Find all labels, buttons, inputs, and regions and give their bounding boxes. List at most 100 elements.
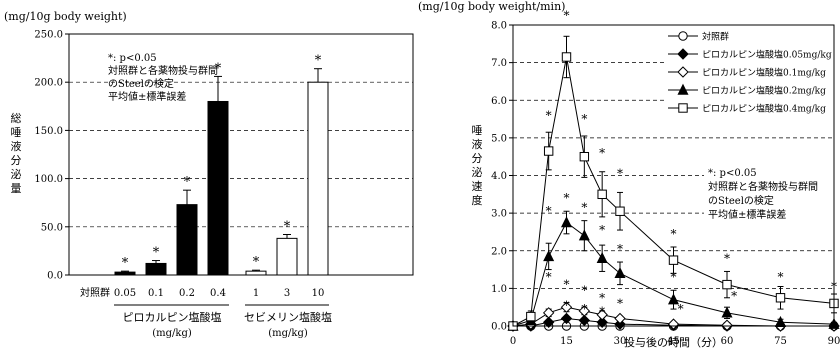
bar-0.1	[145, 262, 167, 276]
significance-marker: *	[617, 167, 623, 181]
right-x-tick-label: 75	[774, 336, 787, 347]
data-point-4	[579, 151, 590, 162]
left-y-tick-label: 150.0	[34, 126, 63, 137]
right-y-label-char: 度	[472, 193, 483, 207]
left-y-tick-label: 250.0	[34, 30, 63, 41]
right-x-tick-label: 60	[721, 336, 734, 347]
right-y-tick-label: 7.0	[491, 58, 507, 69]
data-point-4	[597, 189, 607, 200]
right-y-tick-label: 6.0	[491, 96, 507, 107]
legend-label: 対照群	[702, 31, 729, 43]
significance-marker: *	[599, 291, 605, 305]
significance-marker: *	[617, 296, 623, 310]
data-point-4	[543, 146, 554, 156]
right-y-tick-label: 0.0	[491, 322, 507, 333]
note-background	[704, 166, 832, 228]
right-y-ticks: 0.0 1.0 2.0 3.0 4.0 5.0 6.0 7.0 8.0	[491, 21, 513, 333]
significance-marker: *	[581, 200, 587, 214]
left-y-ticks: 0.0 50.0 100.0 150.0 200.0 250.0	[34, 30, 69, 282]
left-bars: * * * * * * *	[114, 54, 329, 276]
significance-marker: *	[215, 61, 222, 76]
left-y-label-char: 泌	[11, 168, 22, 181]
x-tick-label-6: 3	[284, 288, 290, 299]
x-tick-label-7: 10	[312, 288, 325, 299]
group-unit-cevimeline: (mg/kg)	[268, 328, 308, 339]
right-x-tick-label: 30	[614, 336, 627, 347]
significance-marker: *	[546, 270, 552, 284]
legend-label: ピロカルピン塩酸塩0.1mg/kg	[702, 67, 826, 79]
significance-marker: *	[671, 227, 677, 241]
right-x-tick-label: 45	[667, 336, 680, 347]
data-point-3	[667, 293, 680, 305]
legend-label: ピロカルピン塩酸塩0.05mg/kg	[702, 49, 832, 61]
legend-background	[664, 27, 832, 127]
significance-marker: *	[315, 54, 322, 69]
data-point-4	[526, 311, 536, 322]
data-point-2	[560, 301, 573, 313]
left-y-label-char: 総	[11, 111, 22, 125]
significance-marker: *	[724, 251, 730, 265]
right-note-line: のSteelの検定	[708, 194, 774, 207]
group-label-pilocarpine: ピロカルピン塩酸塩	[123, 310, 222, 324]
data-point-4	[615, 206, 625, 216]
significance-marker: *	[284, 220, 291, 235]
group-label-cevimeline: セビメリン塩酸塩	[244, 310, 332, 324]
significance-marker: *	[153, 246, 160, 261]
data-point-4	[722, 279, 732, 290]
significance-marker: *	[546, 108, 552, 122]
significance-marker: *	[581, 283, 587, 297]
right-unit-label: (mg/10g body weight/min)	[418, 0, 565, 13]
x-tick-label-3: 0.2	[179, 288, 195, 299]
right-y-tick-label: 2.0	[491, 246, 507, 257]
data-point-2	[721, 319, 733, 331]
significance-marker: *	[122, 256, 129, 271]
left-note-line: 対照群と各薬物投与群間	[108, 64, 218, 77]
bar-0.4	[207, 100, 229, 276]
significance-marker: *	[564, 9, 570, 23]
right-y-tick-label: 5.0	[491, 133, 507, 144]
significance-marker: *	[253, 255, 260, 270]
significance-marker: *	[731, 289, 737, 303]
data-point-4	[668, 255, 679, 265]
left-y-tick-label: 50.0	[41, 222, 63, 233]
left-note-line: のSteelの検定	[108, 77, 174, 90]
data-point-2	[542, 307, 555, 319]
right-x-tick-label: 90	[828, 336, 840, 347]
significance-marker: *	[678, 302, 684, 316]
significance-marker: *	[581, 302, 587, 316]
left-y-label-char: 分	[11, 154, 22, 167]
legend-marker	[678, 31, 688, 41]
significance-marker: *	[581, 112, 587, 126]
data-point-1	[596, 316, 608, 328]
bar-3	[276, 237, 298, 276]
x-tick-label-1: 0.05	[114, 288, 136, 299]
data-point-3	[614, 267, 626, 279]
right-x-axis-label: 投与後の時間（分）	[624, 335, 723, 349]
data-point-2	[578, 305, 591, 317]
significance-marker: *	[599, 305, 605, 319]
right-note-line: 対照群と各薬物投与群間	[708, 180, 818, 193]
significance-marker: *	[184, 175, 191, 190]
right-note-line: 平均値±標準誤差	[708, 208, 786, 221]
right-y-label-char: 唾	[472, 124, 483, 137]
x-tick-label-0: 対照群	[80, 286, 110, 299]
data-point-4	[561, 52, 572, 62]
significance-marker: *	[671, 270, 677, 284]
data-point-3	[721, 306, 733, 318]
right-x-tick-label: 15	[560, 336, 573, 347]
x-tick-label-4: 0.4	[210, 288, 226, 299]
x-tick-label-5: 1	[253, 288, 259, 299]
data-point-1	[578, 314, 591, 327]
data-point-1	[560, 312, 573, 325]
significance-marker: *	[617, 242, 623, 256]
right-y-tick-label: 3.0	[491, 209, 507, 220]
left-note-line: *: p<0.05	[108, 53, 157, 64]
data-point-3	[543, 250, 555, 262]
data-point-1	[542, 316, 555, 328]
legend-marker	[677, 48, 689, 60]
significance-marker: *	[564, 191, 570, 205]
